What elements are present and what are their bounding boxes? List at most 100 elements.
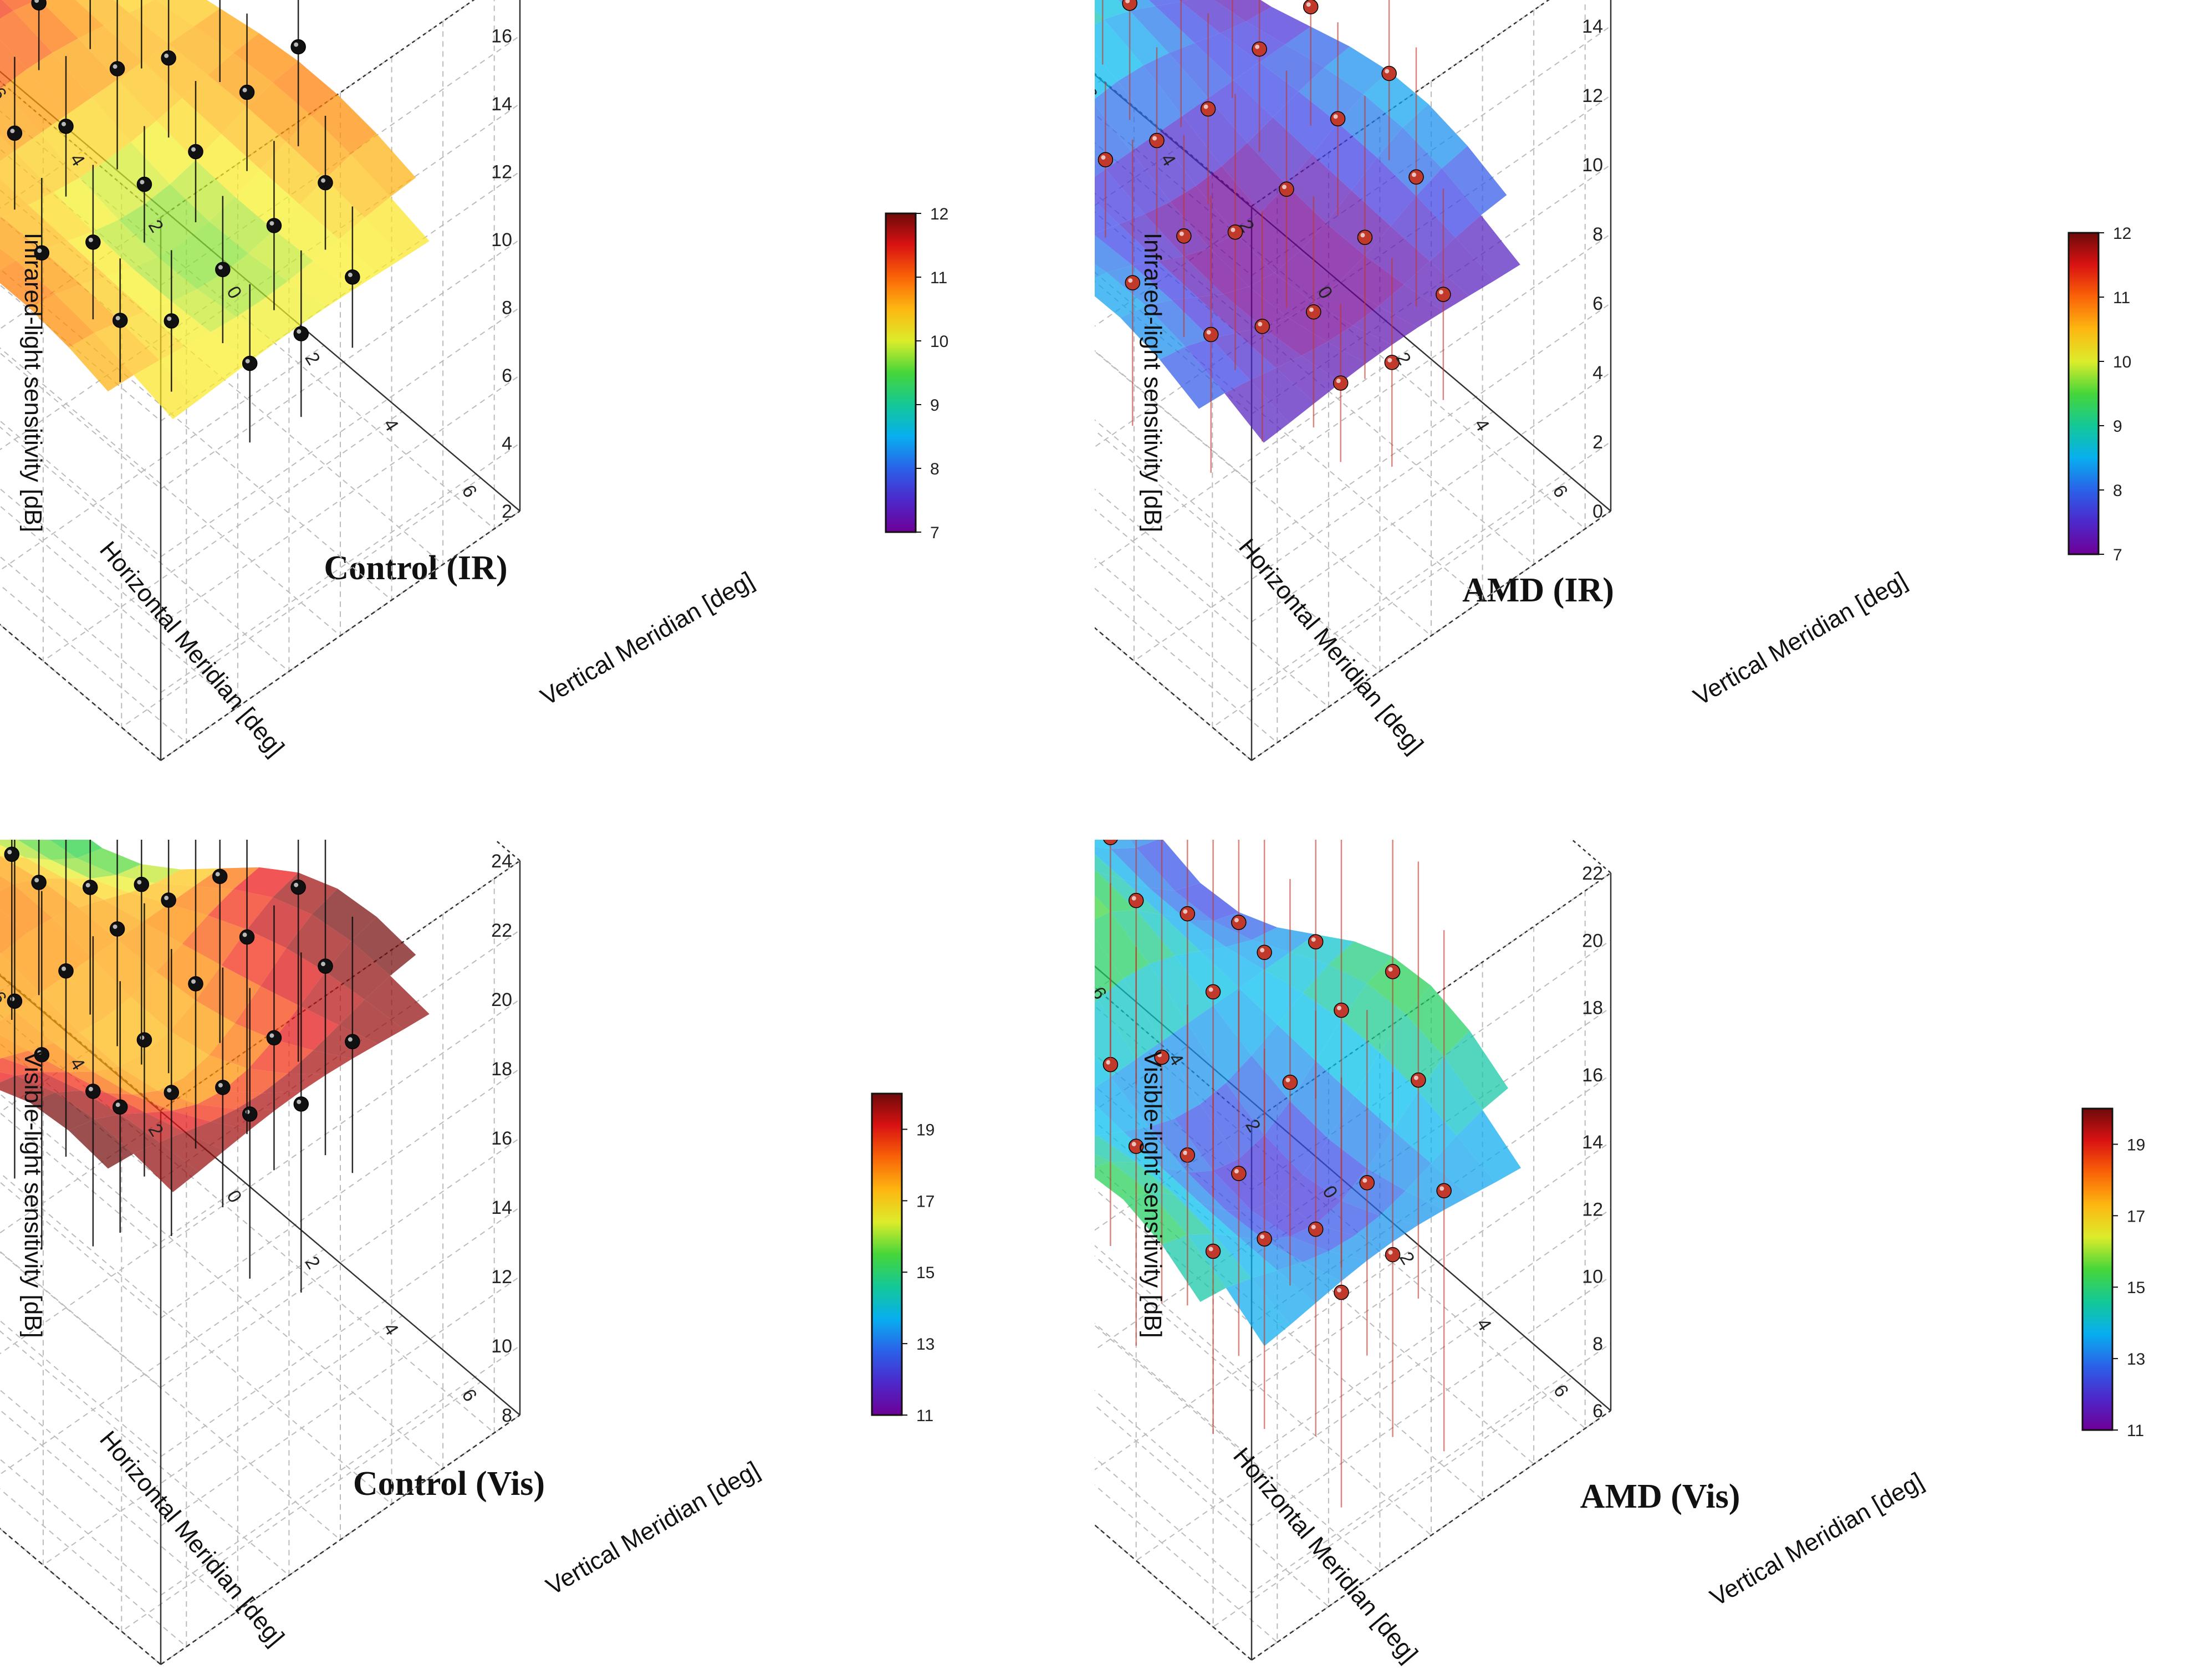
surface-patch xyxy=(1183,248,1249,294)
surface-patch xyxy=(299,178,365,239)
colorbar-tick-label: 9 xyxy=(930,396,940,415)
surface-patch xyxy=(1405,985,1470,1057)
chart-amd-vis: AMD (Vis) 68101214161820226420246-6-4-20… xyxy=(1095,840,2145,1668)
surface-patch xyxy=(1162,915,1226,951)
surface-patch xyxy=(1250,367,1315,423)
surface xyxy=(1095,840,1521,1346)
surface-patch xyxy=(1208,80,1273,143)
surface-patch xyxy=(1162,1167,1226,1211)
z-tick-label: 8 xyxy=(502,298,512,319)
surface-patch xyxy=(1390,196,1456,262)
colorbar-tick-label: 19 xyxy=(916,1121,935,1139)
surface-patch xyxy=(1442,146,1507,216)
data-marker xyxy=(1257,1231,1272,1247)
colorbar-tick-label: 11 xyxy=(916,1407,933,1425)
surface-patch xyxy=(1303,964,1367,1020)
marker-highlight xyxy=(191,979,196,984)
surface-patch xyxy=(262,281,327,325)
surface-patch xyxy=(0,151,54,205)
surface-patch xyxy=(0,87,1,89)
z-tick-label: 8 xyxy=(1592,1334,1603,1355)
surface-patch xyxy=(0,1072,16,1082)
surface-patch xyxy=(27,53,92,115)
surface-patch xyxy=(1392,1091,1457,1163)
surface-patch xyxy=(2,0,37,11)
data-marker xyxy=(1176,228,1192,244)
surface-patch xyxy=(0,1010,54,1051)
colorbar: 7 8 9 10 11 12 xyxy=(2068,224,2131,564)
marker-highlight xyxy=(1157,1053,1162,1058)
colorbar-tick-label: 10 xyxy=(2113,353,2131,371)
surface-patch xyxy=(1123,1127,1188,1173)
surface-patch xyxy=(1200,1082,1265,1159)
surface-patch xyxy=(120,311,185,360)
surface-patch xyxy=(1431,1135,1495,1196)
surface-patch xyxy=(1402,104,1468,168)
surface-patch xyxy=(81,276,146,321)
surface-patch xyxy=(131,120,196,185)
marker-highlight xyxy=(37,1050,42,1055)
colorbar-rect xyxy=(2081,1107,2114,1431)
marker-highlight xyxy=(1285,1078,1290,1082)
surface-patch xyxy=(1324,47,1390,95)
z-tick-label: 14 xyxy=(1582,1132,1603,1153)
marker-highlight xyxy=(164,53,169,58)
surface-patch xyxy=(17,840,77,860)
x-axis-label: Horizontal Meridian [deg] xyxy=(1228,1443,1423,1668)
surface-patch xyxy=(247,897,312,948)
surface-patch xyxy=(134,360,199,420)
h-tick-label: 2 xyxy=(301,349,324,369)
surface-patch xyxy=(156,98,222,160)
z-tick-label: 12 xyxy=(491,1267,512,1288)
surface-patch xyxy=(144,184,210,242)
surface-patch xyxy=(1155,2,1221,43)
surface-patch xyxy=(1136,840,1201,891)
surface-patch xyxy=(182,75,247,134)
data-marker xyxy=(1128,892,1144,908)
data-marker xyxy=(1200,101,1216,117)
surface-patch xyxy=(1274,251,1340,303)
z-gridline xyxy=(0,510,520,762)
surface-patch xyxy=(207,889,273,930)
marker-highlight xyxy=(297,1099,302,1104)
x-gridline xyxy=(1095,1244,1419,1470)
surface-patch xyxy=(1262,318,1328,356)
surface-patch xyxy=(247,82,312,142)
surface-patch xyxy=(1095,912,1149,979)
panel-amd-ir: AMD (IR) 02468101214166420246-6-4-20246I… xyxy=(1095,0,2189,840)
surface-patch xyxy=(221,107,287,170)
surface-patch xyxy=(1123,1192,1188,1245)
surface-patch xyxy=(113,0,154,13)
surface-patch xyxy=(1354,1052,1418,1130)
surface-patch xyxy=(75,0,130,26)
data-marker xyxy=(31,875,47,890)
surface-patch xyxy=(1275,355,1341,403)
z-tick-label: 10 xyxy=(491,1336,512,1357)
marker-highlight xyxy=(62,121,66,126)
surface-patch xyxy=(0,248,16,270)
marker-highlight xyxy=(1388,967,1393,972)
colorbar-tick-label: 15 xyxy=(2127,1279,2145,1297)
surface-patch xyxy=(1367,1130,1431,1191)
z-axis-label: Visible-light sensitivity [dB] xyxy=(1139,1051,1166,1338)
surface-patch xyxy=(1298,67,1364,123)
z-tick-label: 24 xyxy=(491,851,512,872)
colorbar: 11 13 15 17 19 xyxy=(2081,1107,2145,1440)
surface-patch xyxy=(182,915,247,966)
marker-highlight xyxy=(1362,1178,1367,1183)
marker-highlight xyxy=(348,1037,353,1042)
data-marker xyxy=(164,313,180,329)
marker-highlight xyxy=(1260,1234,1265,1239)
marker-highlight xyxy=(1387,358,1392,362)
y-axis-label: Vertical Meridian [deg] xyxy=(536,566,759,711)
surface-patch xyxy=(40,115,105,178)
z-tick-label: 16 xyxy=(491,1128,512,1149)
x-gridline xyxy=(1135,1023,1496,1562)
data-marker xyxy=(1180,906,1196,922)
y-axis-label: Vertical Meridian [deg] xyxy=(1689,566,1912,711)
surface-patch xyxy=(1238,1237,1303,1270)
data-marker xyxy=(215,1080,231,1095)
surface-patch xyxy=(79,1017,145,1066)
surface-patch xyxy=(312,94,377,155)
marker-highlight xyxy=(34,877,39,882)
